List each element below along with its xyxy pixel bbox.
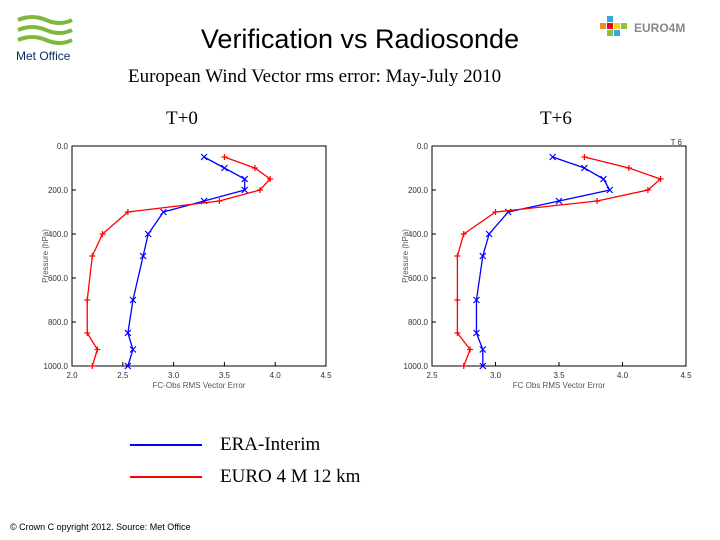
plot-right: 0.0 200.0 400.0 600.0 800.0 1000.02.5 3.0 3.5 4.… <box>398 136 698 390</box>
panel-label-t0: T+0 <box>166 108 198 130</box>
svg-text:T 6: T 6 <box>671 138 683 147</box>
svg-text:FC-Obs RMS Vector Error: FC-Obs RMS Vector Error <box>153 381 246 390</box>
svg-text:800.0: 800.0 <box>408 318 429 327</box>
svg-text:800.0: 800.0 <box>48 318 69 327</box>
svg-text:200.0: 200.0 <box>48 186 69 195</box>
svg-text:200.0: 200.0 <box>408 186 429 195</box>
svg-text:Pressure (hPa): Pressure (hPa) <box>41 229 50 283</box>
legend-label: EURO 4 M 12 km <box>220 466 360 488</box>
svg-text:4.0: 4.0 <box>270 371 282 380</box>
euro4m-logo: EURO4M <box>600 16 710 51</box>
svg-text:FC Obs RMS Vector Error: FC Obs RMS Vector Error <box>513 381 606 390</box>
plot-left: 0.0 200.0 400.0 600.0 800.0 1000.02.0 2.5 3.0 3.… <box>38 136 338 390</box>
svg-text:400.0: 400.0 <box>48 230 69 239</box>
svg-text:Pressure (hPa): Pressure (hPa) <box>401 229 410 283</box>
svg-text:3.0: 3.0 <box>168 371 180 380</box>
chart-left: 0.0 200.0 400.0 600.0 800.0 1000.02.0 2.5 3.0 3.… <box>0 130 360 410</box>
svg-text:3.0: 3.0 <box>490 371 502 380</box>
svg-text:4.0: 4.0 <box>617 371 629 380</box>
svg-text:600.0: 600.0 <box>408 274 429 283</box>
panel-label-t6: T+6 <box>540 108 572 130</box>
svg-text:600.0: 600.0 <box>48 274 69 283</box>
charts-row: 0.0200.0400.0600.0800.01000.02.02.53.03.… <box>0 130 720 410</box>
svg-text:0.0: 0.0 <box>57 142 69 151</box>
svg-text:0.0: 0.0 <box>417 142 429 151</box>
legend: ERA-Interim EURO 4 M 12 km <box>130 430 360 494</box>
svg-text:1000.0: 1000.0 <box>404 362 429 371</box>
copyright: © Crown C opyright 2012. Source: Met Off… <box>10 522 191 532</box>
chart-right: 0.0 200.0 400.0 600.0 800.0 1000.02.5 3.0 3.5 4.… <box>360 130 720 410</box>
svg-text:3.5: 3.5 <box>219 371 231 380</box>
legend-row: ERA-Interim <box>130 430 360 460</box>
svg-text:1000.0: 1000.0 <box>44 362 69 371</box>
svg-text:3.5: 3.5 <box>553 371 565 380</box>
svg-text:4.5: 4.5 <box>320 371 332 380</box>
legend-line <box>130 476 202 478</box>
svg-text:2.5: 2.5 <box>117 371 129 380</box>
legend-line <box>130 444 202 446</box>
subtitle: European Wind Vector rms error: May-July… <box>128 66 568 88</box>
legend-row: EURO 4 M 12 km <box>130 462 360 492</box>
svg-text:2.0: 2.0 <box>66 371 78 380</box>
svg-text:EURO4M: EURO4M <box>634 21 685 35</box>
svg-text:400.0: 400.0 <box>408 230 429 239</box>
svg-text:2.5: 2.5 <box>426 371 438 380</box>
svg-text:4.5: 4.5 <box>680 371 692 380</box>
legend-label: ERA-Interim <box>220 434 320 456</box>
